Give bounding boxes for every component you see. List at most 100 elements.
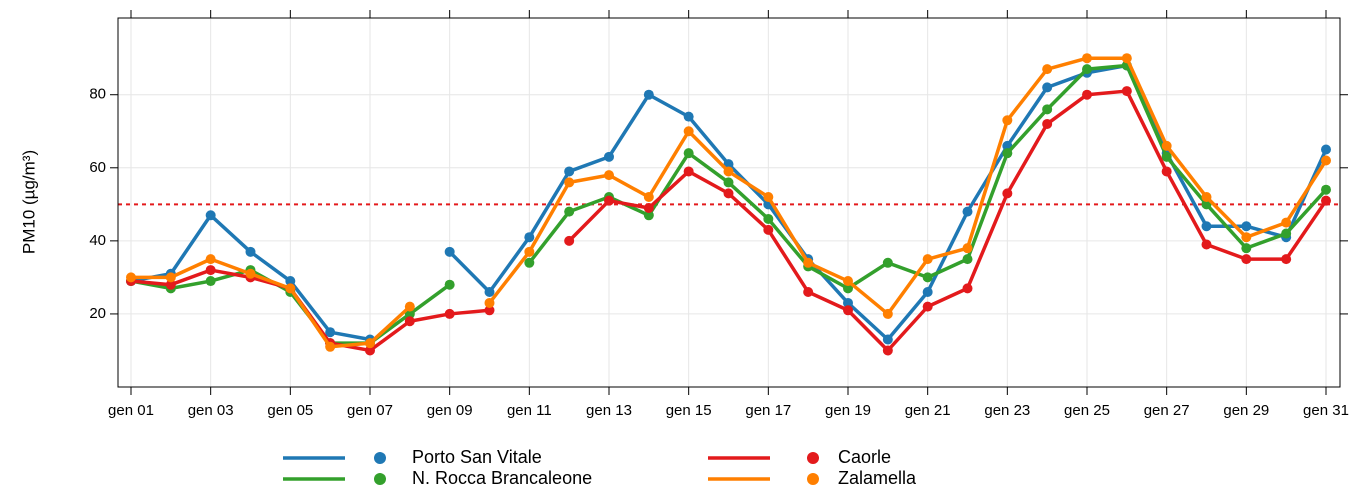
data-point [365, 345, 375, 356]
legend-label: Porto San Vitale [412, 447, 542, 467]
legend-marker [374, 473, 386, 485]
data-point [1002, 115, 1013, 126]
legend-label: N. Rocca Brancaleone [412, 468, 592, 488]
data-point [1201, 239, 1212, 250]
data-point [723, 188, 734, 199]
y-axis-label: PM10 (µg/m³) [19, 150, 38, 254]
data-point [404, 301, 415, 312]
data-point [763, 192, 774, 203]
data-point [205, 276, 216, 287]
data-point [604, 195, 614, 206]
data-point [1082, 89, 1092, 100]
data-point [444, 308, 455, 319]
data-point [803, 257, 814, 268]
x-tick-label: gen 21 [905, 402, 951, 419]
data-point [843, 305, 853, 316]
data-point [1082, 53, 1092, 64]
x-tick-label: gen 17 [745, 402, 791, 419]
data-point [1042, 104, 1053, 115]
data-point [524, 232, 535, 243]
data-point [922, 301, 933, 312]
data-point [524, 257, 535, 268]
data-point [564, 177, 575, 188]
data-point [962, 206, 973, 217]
data-point [922, 287, 933, 298]
data-point [1201, 221, 1212, 232]
series-line [131, 257, 412, 349]
data-point [643, 89, 654, 100]
data-point [1042, 82, 1053, 93]
legend-marker [374, 452, 386, 464]
data-point [126, 272, 136, 283]
x-tick-label: gen 25 [1064, 402, 1110, 419]
data-point [365, 338, 375, 349]
data-point [1281, 217, 1292, 228]
legend-label: Caorle [838, 447, 891, 467]
x-tick-label: gen 29 [1223, 402, 1269, 419]
series-line [488, 56, 1328, 316]
x-tick-label: gen 13 [586, 402, 632, 419]
data-point [683, 166, 694, 177]
data-point [524, 246, 535, 257]
x-tick-label: gen 23 [984, 402, 1030, 419]
data-point [325, 341, 336, 352]
data-point [1161, 166, 1172, 177]
data-point [723, 177, 734, 188]
data-point [285, 276, 296, 287]
data-point [604, 151, 614, 162]
data-point [1281, 254, 1292, 265]
data-point [843, 276, 853, 287]
data-point [1241, 243, 1252, 254]
y-tick-label: 40 [89, 232, 106, 249]
y-tick-label: 60 [89, 159, 106, 176]
data-point [1121, 86, 1132, 97]
x-tick-label: gen 19 [825, 402, 871, 419]
data-point [882, 257, 893, 268]
data-point [1002, 148, 1013, 159]
x-tick-label: gen 11 [507, 402, 552, 419]
data-point [882, 334, 893, 345]
data-point [843, 283, 853, 294]
data-point [484, 287, 495, 298]
x-tick-label: gen 09 [427, 402, 473, 419]
data-point [962, 283, 973, 294]
data-point [444, 246, 455, 257]
data-point [245, 246, 256, 257]
data-point [1161, 151, 1172, 162]
data-point [604, 170, 614, 181]
data-point [922, 254, 933, 265]
data-point [962, 243, 973, 254]
data-point [1161, 140, 1172, 151]
data-point [803, 287, 814, 298]
data-point [1281, 228, 1292, 239]
data-point [683, 126, 694, 137]
data-point [643, 202, 654, 213]
data-point [1321, 144, 1331, 155]
data-point [1321, 195, 1331, 206]
data-point [1002, 188, 1013, 199]
data-point [205, 265, 216, 276]
data-point [723, 166, 734, 177]
legend-label: Zalamella [838, 468, 917, 488]
data-point [683, 148, 694, 159]
data-point [882, 345, 893, 356]
data-point [1321, 184, 1331, 195]
data-point [404, 316, 415, 327]
data-point [1241, 221, 1252, 232]
data-point [1121, 53, 1132, 64]
data-point [962, 254, 973, 265]
legend-marker [807, 473, 819, 485]
y-tick-label: 80 [89, 86, 106, 103]
data-point [1321, 155, 1331, 166]
data-point [643, 210, 654, 221]
data-point [1241, 232, 1252, 243]
x-tick-label: gen 15 [666, 402, 712, 419]
data-point [564, 235, 575, 246]
series-line [448, 63, 1328, 342]
data-point [484, 297, 495, 308]
x-tick-label: gen 31 [1303, 402, 1349, 419]
x-tick-label: gen 05 [267, 402, 313, 419]
data-point [763, 224, 774, 235]
data-point [205, 210, 216, 221]
x-tick-label: gen 01 [108, 402, 154, 419]
